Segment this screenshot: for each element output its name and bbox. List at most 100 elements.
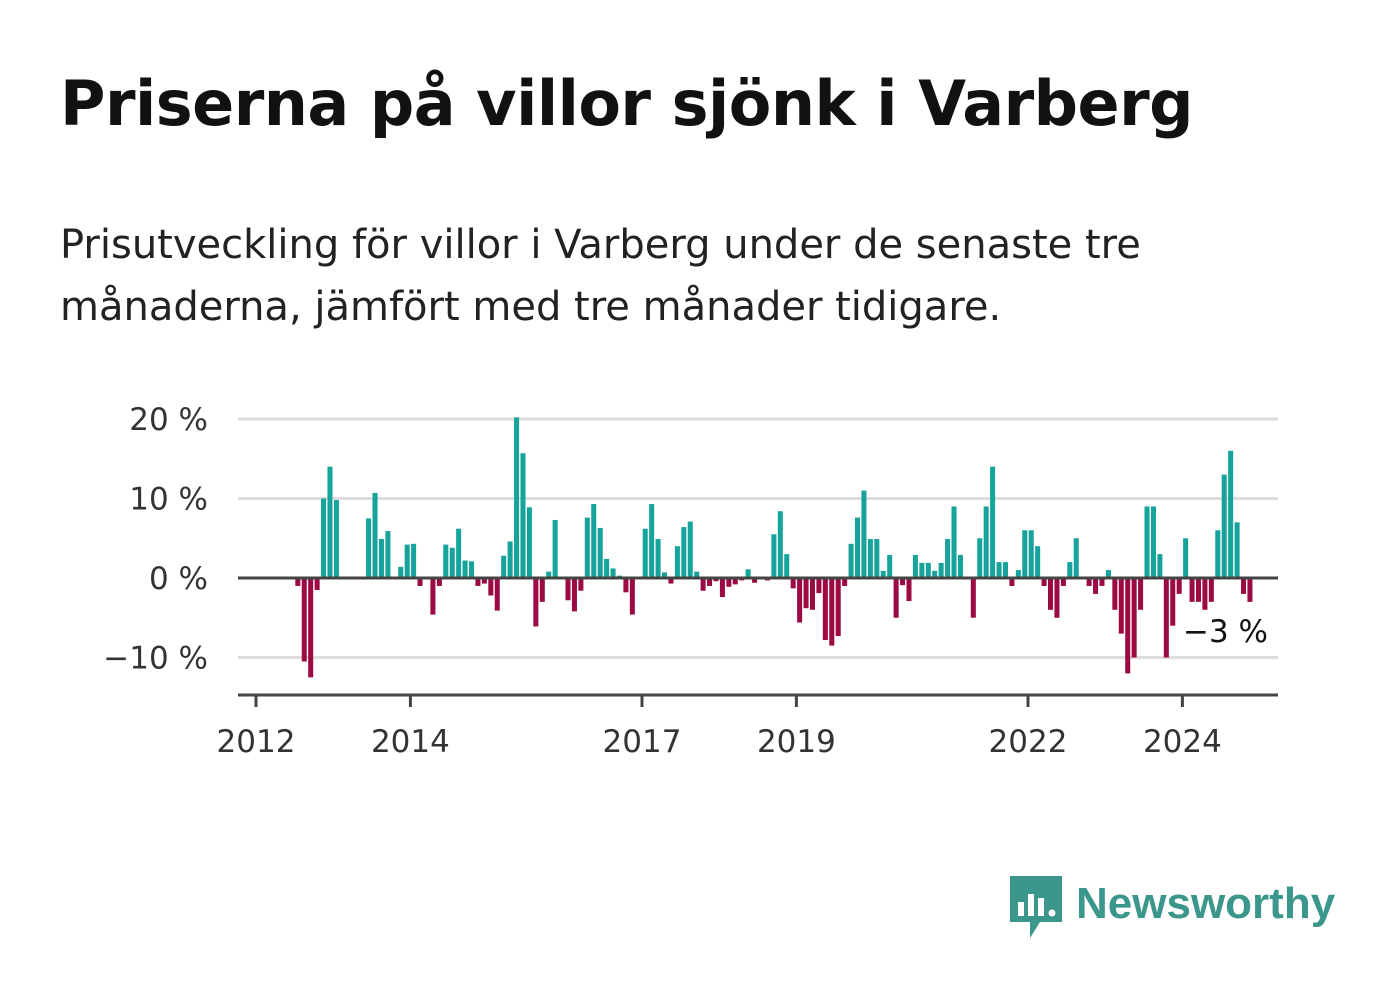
bar-negative [797, 578, 803, 623]
bar-positive [938, 562, 944, 578]
bar-positive [919, 562, 925, 578]
bar-positive [610, 568, 616, 578]
bar-negative [1118, 578, 1124, 634]
bar-positive [861, 490, 867, 578]
bar-negative [1195, 578, 1201, 602]
bar-positive [1022, 530, 1028, 578]
y-tick-label: −10 % [103, 641, 208, 677]
bar-positive [642, 528, 648, 578]
bar-negative [719, 578, 725, 598]
bar-negative [700, 578, 706, 591]
bar-positive [694, 571, 700, 578]
bar-positive [1183, 538, 1189, 578]
bar-positive [848, 543, 854, 579]
x-tick-label: 2017 [603, 724, 682, 760]
bar-positive [1015, 570, 1021, 578]
bar-negative [629, 578, 635, 615]
bar-negative [1163, 578, 1169, 658]
bar-negative [726, 578, 732, 587]
bar-positive [945, 539, 951, 578]
bar-negative [1247, 578, 1253, 602]
bar-negative [1241, 578, 1247, 594]
x-tick-label: 2012 [217, 724, 296, 760]
bar-positive [867, 539, 873, 578]
bar-positive [1067, 562, 1073, 578]
bar-negative [565, 578, 571, 601]
newsworthy-logo-icon [1010, 876, 1062, 938]
bar-negative [1041, 578, 1047, 586]
bar-negative [668, 578, 674, 584]
axes [238, 576, 1278, 707]
bar-positive [514, 417, 520, 578]
bar-positive [333, 500, 339, 578]
bar-negative [436, 578, 442, 586]
bar-positive [977, 538, 983, 578]
bar-negative [1208, 578, 1214, 602]
bar-positive [1157, 554, 1163, 578]
bar-negative [816, 578, 822, 594]
bar-positive [366, 518, 372, 579]
bar-negative [539, 578, 545, 602]
bar-negative [623, 578, 629, 593]
bar-negative [1189, 578, 1195, 602]
brand-logo: Newsworthy [1010, 876, 1335, 940]
bar-negative [1093, 578, 1099, 594]
bar-positive [1028, 530, 1034, 578]
last-value-label: −3 % [1183, 614, 1268, 650]
bar-negative [752, 578, 758, 583]
bar-negative [301, 578, 307, 662]
bar-positive [469, 561, 475, 578]
y-tick-label: 10 % [129, 482, 208, 518]
bar-negative [1009, 578, 1015, 586]
bar-positive [1002, 562, 1008, 578]
bar-negative [790, 578, 796, 589]
bar-positive [520, 453, 526, 578]
bar-positive [874, 539, 880, 578]
bar-positive [411, 543, 417, 579]
bar-negative [308, 578, 314, 678]
bar-negative [295, 578, 301, 586]
bar-positive [649, 504, 655, 578]
bar-positive [597, 527, 603, 578]
bar-positive [957, 554, 963, 578]
bar-positive [546, 571, 552, 578]
bar-positive [372, 492, 378, 578]
bar-negative [1202, 578, 1208, 610]
bar-positive [385, 531, 391, 579]
bar-negative [1112, 578, 1118, 610]
bar-positive [880, 570, 886, 579]
bar-negative [417, 578, 423, 586]
bar-positive [1221, 474, 1227, 578]
bar-negative [1060, 578, 1066, 586]
bar-positive [462, 560, 468, 578]
bar-negative [893, 578, 899, 618]
bar-positive [925, 562, 931, 578]
bar-positive [687, 521, 693, 578]
bar-positive [526, 507, 532, 579]
bar-positive [745, 569, 751, 578]
bar-negative [835, 578, 841, 637]
bar-negative [906, 578, 912, 602]
bar-positive [983, 506, 989, 578]
bar-negative [1086, 578, 1092, 586]
bar-positive [681, 527, 687, 578]
chart-title: Priserna på villor sjönk i Varberg [60, 67, 1194, 140]
bar-positive [501, 555, 507, 578]
bar-positive [449, 547, 455, 578]
bar-negative [1125, 578, 1131, 674]
bar-positive [584, 517, 590, 578]
bar-negative [314, 578, 320, 590]
bar-positive [784, 554, 790, 578]
bar-positive [771, 534, 777, 578]
bar-positive [321, 498, 327, 578]
bar-positive [378, 539, 384, 578]
chart-subtitle: Prisutveckling för villor i Varberg unde… [60, 222, 1141, 330]
bar-positive [777, 511, 783, 578]
bar-positive [674, 546, 680, 578]
bar-positive [951, 506, 957, 578]
bar-positive [912, 554, 918, 578]
bar-negative [1099, 578, 1105, 586]
bar-negative [533, 578, 539, 627]
bar-positive [443, 544, 449, 578]
